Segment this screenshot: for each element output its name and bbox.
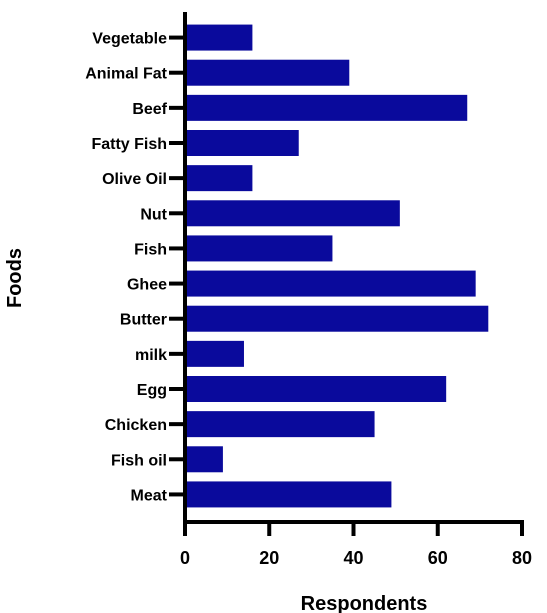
y-axis-title: Foods <box>4 248 26 308</box>
bar-chicken <box>185 411 375 438</box>
bar-ghee <box>185 270 476 297</box>
category-label-butter: Butter <box>120 312 167 329</box>
bar-butter <box>185 305 489 332</box>
bar-milk <box>185 340 244 367</box>
category-label-animal-fat: Animal Fat <box>85 66 167 83</box>
x-tick-label-20: 20 <box>259 548 279 568</box>
y-ticks-group <box>169 35 185 497</box>
x-axis-title: Respondents <box>301 593 428 613</box>
bar-olive-oil <box>185 165 253 192</box>
category-label-fish-oil: Fish oil <box>111 452 167 469</box>
category-label-milk: milk <box>135 347 167 364</box>
bar-fish <box>185 235 333 262</box>
x-tick-label-60: 60 <box>428 548 448 568</box>
category-label-egg: Egg <box>137 382 167 399</box>
bar-beef <box>185 94 468 121</box>
category-label-meat: Meat <box>131 487 168 504</box>
category-label-olive-oil: Olive Oil <box>102 171 167 188</box>
category-label-chicken: Chicken <box>105 417 167 434</box>
x-tick-label-0: 0 <box>180 548 190 568</box>
category-label-nut: Nut <box>140 206 167 223</box>
category-label-ghee: Ghee <box>127 277 167 294</box>
bar-meat <box>185 481 392 508</box>
category-label-vegetable: Vegetable <box>92 31 167 48</box>
bar-vegetable <box>185 24 253 51</box>
bar-fatty-fish <box>185 130 299 156</box>
bar-nut <box>185 200 400 227</box>
bar-egg <box>185 376 447 402</box>
x-ticks-group: 0 20 40 60 80 <box>180 522 532 568</box>
x-tick-label-40: 40 <box>343 548 363 568</box>
x-tick-label-80: 80 <box>512 548 532 568</box>
bars-group <box>185 24 489 508</box>
bar-fish-oil <box>185 446 223 473</box>
bar-animal-fat <box>185 59 350 86</box>
category-label-fatty-fish: Fatty Fish <box>91 136 167 153</box>
category-labels-group: Vegetable Animal Fat Beef Fatty Fish Olive O… <box>85 31 167 505</box>
category-label-fish: Fish <box>134 241 167 258</box>
category-label-beef: Beef <box>132 101 167 118</box>
